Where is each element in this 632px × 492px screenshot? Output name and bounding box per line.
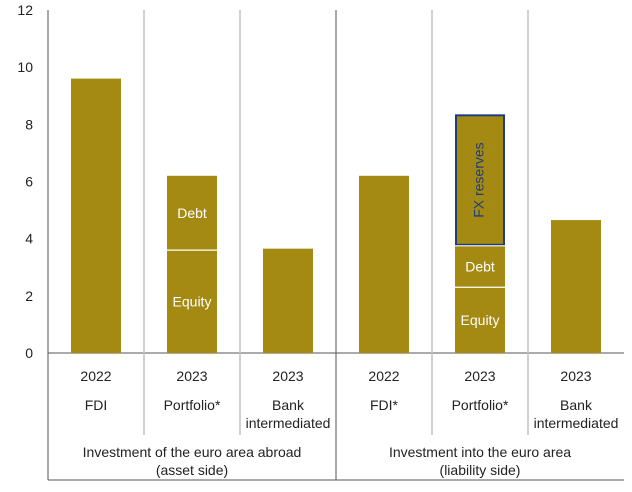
y-tick-label: 10 xyxy=(17,59,33,75)
bar-segment xyxy=(455,245,505,288)
segment-label: Debt xyxy=(465,259,495,275)
bar-segment xyxy=(167,175,217,251)
bar-segment xyxy=(455,287,505,353)
bar-segment xyxy=(263,248,313,353)
x-category-label: FDI* xyxy=(370,397,399,413)
bar-segment xyxy=(359,175,409,353)
x-category-label: Bank xyxy=(272,397,305,413)
segment-label: Equity xyxy=(173,294,212,310)
x-year-label: 2022 xyxy=(80,368,111,384)
segment-label: Equity xyxy=(461,312,500,328)
group-label: Investment into the euro area xyxy=(389,444,571,460)
x-year-label: 2022 xyxy=(368,368,399,384)
segment-label: Debt xyxy=(177,205,207,221)
x-category-label: Portfolio* xyxy=(164,397,221,413)
y-tick-label: 4 xyxy=(25,231,33,247)
segment-label: FX reserves xyxy=(471,142,487,217)
bar-segment xyxy=(71,78,121,353)
category-dividers xyxy=(143,10,529,480)
x-category-label: FDI xyxy=(85,397,108,413)
group-labels: Investment of the euro area abroad (asset… xyxy=(83,444,572,478)
x-axis-labels: 2022 FDI 2023 Portfolio* 2023 Bank intermediat… xyxy=(80,368,618,431)
x-year-label: 2023 xyxy=(464,368,495,384)
bar-segment-fx-reserves xyxy=(455,114,505,246)
y-tick-label: 0 xyxy=(25,345,33,361)
x-year-label: 2023 xyxy=(176,368,207,384)
group-sublabel: (asset side) xyxy=(156,462,228,478)
x-year-label: 2023 xyxy=(272,368,303,384)
x-year-label: 2023 xyxy=(560,368,591,384)
y-tick-label: 8 xyxy=(25,116,33,132)
x-category-label: Bank xyxy=(560,397,593,413)
y-tick-label: 12 xyxy=(17,2,33,18)
y-tick-label: 2 xyxy=(25,288,33,304)
x-category-label: Portfolio* xyxy=(452,397,509,413)
bar-segment xyxy=(167,250,217,353)
x-category-label: intermediated xyxy=(534,415,619,431)
group-label: Investment of the euro area abroad xyxy=(83,444,302,460)
group-sublabel: (liability side) xyxy=(440,462,521,478)
x-category-label: intermediated xyxy=(246,415,331,431)
bars: Equity Debt Equity Debt FX reserves xyxy=(71,78,601,353)
y-tick-label: 6 xyxy=(25,174,33,190)
bar-segment xyxy=(551,220,601,353)
